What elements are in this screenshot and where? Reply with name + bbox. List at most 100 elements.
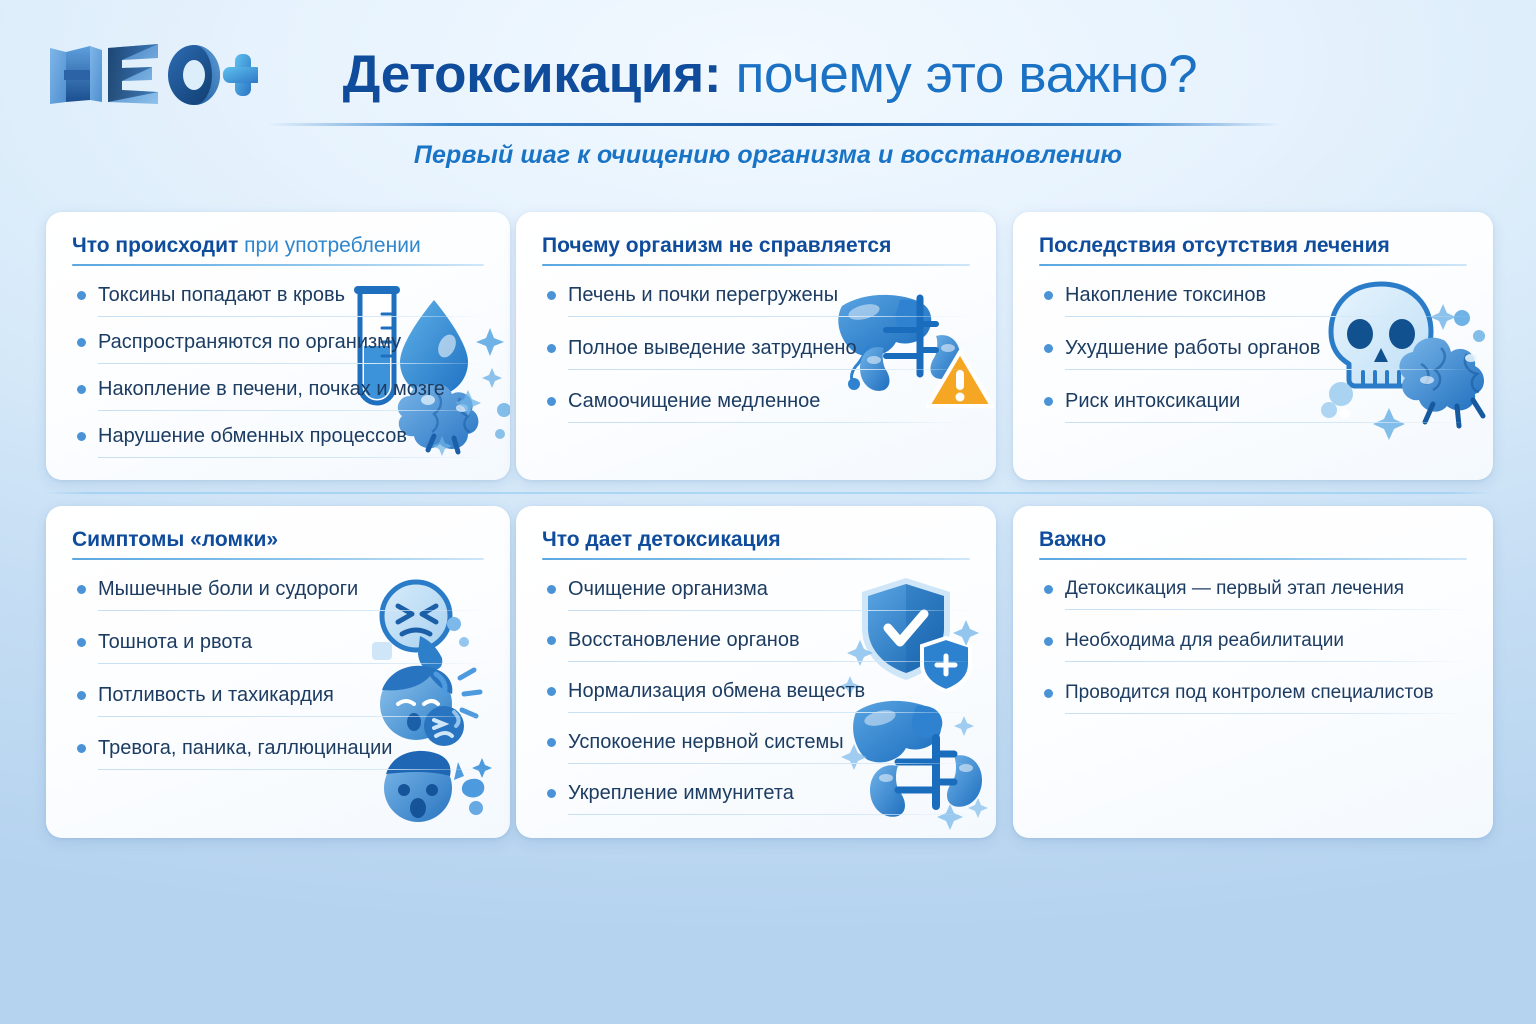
list-item-rule xyxy=(98,663,490,664)
card-title-underline xyxy=(1039,558,1467,560)
bullet-dot xyxy=(547,738,556,747)
card-bullet-list: Печень и почки перегружены Полное выведе… xyxy=(540,282,976,441)
bullet-dot xyxy=(547,397,556,406)
card-title: Последствия отсутствия лечения xyxy=(1039,232,1467,260)
list-item-rule xyxy=(568,763,976,764)
list-item-label: Печень и почки перегружены xyxy=(568,284,839,306)
list-item-rule xyxy=(568,814,976,815)
list-item: Мышечные боли и судороги xyxy=(70,576,490,611)
logo-letter-o xyxy=(168,45,220,105)
card-title-underline xyxy=(542,264,970,266)
list-item: Накопление в печени, почках и мозге xyxy=(70,376,490,411)
list-item-rule xyxy=(98,769,490,770)
list-item-rule xyxy=(1065,713,1473,714)
list-item-label: Потливость и тахикардия xyxy=(98,684,334,706)
bullet-dot xyxy=(547,789,556,798)
list-item-label: Восстановление органов xyxy=(568,629,800,651)
list-item: Токсины попадают в кровь xyxy=(70,282,490,317)
list-item: Полное выведение затруднено xyxy=(540,335,976,370)
list-item: Необходима для реабилитации xyxy=(1037,628,1473,662)
list-item-label: Нормализация обмена веществ xyxy=(568,680,866,702)
bullet-dot xyxy=(77,638,86,647)
card-title-underline xyxy=(72,558,484,560)
page-title-light: почему это важно? xyxy=(721,45,1198,104)
card-title-underline xyxy=(72,264,484,266)
bullet-dot xyxy=(547,291,556,300)
list-item-label: Нарушение обменных процессов xyxy=(98,425,407,447)
bullet-dot xyxy=(77,385,86,394)
list-item-rule xyxy=(98,716,490,717)
list-item-label: Накопление в печени, почках и мозге xyxy=(98,378,445,400)
list-item-label: Тошнота и рвота xyxy=(98,631,253,653)
list-item-label: Проводится под контролем специалистов xyxy=(1065,682,1434,703)
list-item: Тревога, паника, галлюцинации xyxy=(70,735,490,770)
list-item: Очищение организма xyxy=(540,576,976,611)
list-item-label: Тревога, паника, галлюцинации xyxy=(98,737,393,759)
bullet-dot xyxy=(1044,689,1053,698)
bullet-dot xyxy=(77,744,86,753)
card-title: Симптомы «ломки» xyxy=(72,526,484,554)
bullet-dot xyxy=(77,291,86,300)
card-bullet-list: Очищение организма Восстановление органо… xyxy=(540,576,976,831)
bullet-dot xyxy=(1044,344,1053,353)
card-title-bold: Симптомы «ломки» xyxy=(72,528,279,551)
card-what-happens: Что происходит при употреблении xyxy=(46,212,510,480)
list-item-label: Накопление токсинов xyxy=(1065,284,1267,306)
list-item-label: Очищение организма xyxy=(568,578,768,600)
card-title-bold: Важно xyxy=(1039,528,1107,551)
list-item-rule xyxy=(568,712,976,713)
list-item-rule xyxy=(568,316,976,317)
card-consequences: Последствия отсутствия лечения xyxy=(1013,212,1493,480)
list-item-label: Детоксикация — первый этап лечения xyxy=(1065,578,1404,599)
list-item-label: Необходима для реабилитации xyxy=(1065,630,1344,651)
list-item-rule xyxy=(98,363,490,364)
card-why-body-fails: Почему организм не справляется xyxy=(516,212,996,480)
list-item-label: Полное выведение затруднено xyxy=(568,337,857,359)
row-divider xyxy=(45,492,1492,494)
list-item-rule xyxy=(1065,422,1473,423)
list-item: Распространяются по организму xyxy=(70,329,490,364)
list-item-rule xyxy=(568,610,976,611)
bullet-dot xyxy=(547,687,556,696)
neo-plus-logo xyxy=(46,42,258,110)
list-item: Укрепление иммунитета xyxy=(540,780,976,815)
card-important: Важно Детоксикация — первый этап лечения… xyxy=(1013,506,1493,838)
list-item: Ухудшение работы органов xyxy=(1037,335,1473,370)
list-item: Печень и почки перегружены xyxy=(540,282,976,317)
list-item-rule xyxy=(98,410,490,411)
list-item-rule xyxy=(98,610,490,611)
card-title-bold: Последствия отсутствия лечения xyxy=(1039,234,1390,257)
list-item-label: Ухудшение работы органов xyxy=(1065,337,1321,359)
list-item-rule xyxy=(1065,609,1473,610)
header-divider xyxy=(268,123,1280,126)
bullet-dot xyxy=(77,585,86,594)
bullet-dot xyxy=(77,691,86,700)
card-bullet-list: Токсины попадают в кровь Распространяютс… xyxy=(70,282,490,470)
list-item: Восстановление органов xyxy=(540,627,976,662)
list-item: Детоксикация — первый этап лечения xyxy=(1037,576,1473,610)
logo-letter-n xyxy=(50,46,102,104)
bullet-dot xyxy=(547,344,556,353)
card-title: Что происходит при употреблении xyxy=(72,232,484,260)
list-item-label: Токсины попадают в кровь xyxy=(98,284,346,306)
list-item-label: Самоочищение медленное xyxy=(568,390,821,412)
list-item-rule xyxy=(1065,369,1473,370)
list-item: Нарушение обменных процессов xyxy=(70,423,490,458)
bullet-dot xyxy=(1044,291,1053,300)
card-bullet-list: Накопление токсинов Ухудшение работы орг… xyxy=(1037,282,1473,441)
list-item-rule xyxy=(568,369,976,370)
list-item: Накопление токсинов xyxy=(1037,282,1473,317)
page-title-bold: Детоксикация: xyxy=(342,45,722,104)
bullet-dot xyxy=(77,338,86,347)
list-item: Тошнота и рвота xyxy=(70,629,490,664)
card-title-bold: Что дает детоксикация xyxy=(542,528,781,551)
list-item-rule xyxy=(568,661,976,662)
card-title-underline xyxy=(1039,264,1467,266)
list-item-rule xyxy=(98,457,490,458)
page-title: Детоксикация: почему это важно? xyxy=(280,40,1260,112)
list-item-rule xyxy=(1065,661,1473,662)
card-bullet-list: Детоксикация — первый этап лечения Необх… xyxy=(1037,576,1473,732)
logo-letter-e xyxy=(108,44,158,104)
card-title: Важно xyxy=(1039,526,1467,554)
